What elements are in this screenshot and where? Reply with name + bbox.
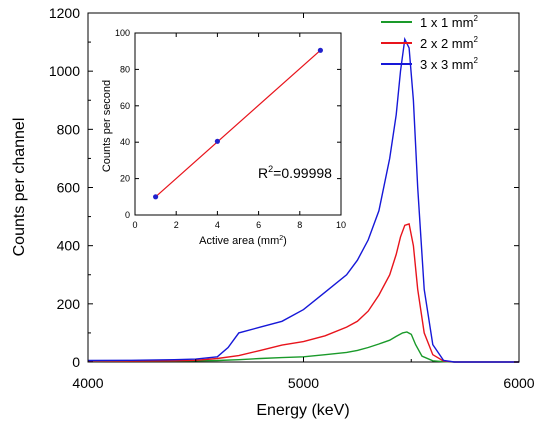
inset-y-tick-label: 20 xyxy=(120,174,130,184)
legend-label-1: 1 x 1 mm2 xyxy=(420,14,478,30)
main-y-tick-label: 800 xyxy=(57,121,81,137)
inset-x-axis-label-superscript: 2 xyxy=(279,235,283,242)
inset-x-tick-label: 8 xyxy=(297,220,302,230)
main-y-tick-label: 200 xyxy=(57,296,81,312)
inset-y-axis-label: Counts per second xyxy=(101,80,113,172)
inset-y-tick-label: 80 xyxy=(120,64,130,74)
inset-y-tick-label: 60 xyxy=(120,101,130,111)
series-line-3 xyxy=(87,36,519,363)
main-x-axis-label: Energy (keV) xyxy=(256,402,349,419)
main-y-tick-label: 1000 xyxy=(49,63,80,79)
main-x-tick-label: 6000 xyxy=(503,375,534,391)
legend-label-2: 2 x 2 mm2 xyxy=(420,35,478,51)
r-squared-annotation: R2=0.99998 xyxy=(258,164,332,181)
main-x-tick-label: 5000 xyxy=(288,375,319,391)
inset-data-point xyxy=(214,138,220,144)
inset-y-tick-label: 40 xyxy=(120,137,130,147)
inset-y-tick-label: 100 xyxy=(115,28,130,38)
inset-data-point xyxy=(153,194,159,200)
main-y-tick-label: 600 xyxy=(57,180,81,196)
inset-x-tick-label: 2 xyxy=(174,220,179,230)
inset-x-tick-label: 6 xyxy=(256,220,261,230)
series-line-2 xyxy=(88,222,519,363)
inset-data-point xyxy=(317,47,323,53)
main-y-axis-label: Counts per channel xyxy=(11,118,28,257)
main-y-tick-label: 0 xyxy=(72,354,80,370)
legend: 1 x 1 mm2 2 x 2 mm2 3 x 3 mm2 xyxy=(381,14,478,72)
inset-x-tick-label: 0 xyxy=(132,220,137,230)
inset-fit-line xyxy=(155,49,321,198)
inset-x-tick-label: 10 xyxy=(336,220,346,230)
inset-plot-frame xyxy=(134,32,342,216)
main-series-group xyxy=(87,36,519,363)
series-line-1 xyxy=(87,331,519,363)
inset-y-tick-label: 0 xyxy=(125,210,130,220)
inset-x-axis-label: Active area (mm2) xyxy=(199,235,287,247)
main-y-tick-label: 400 xyxy=(57,238,81,254)
main-y-tick-label: 1200 xyxy=(49,5,80,21)
inset-marks-group xyxy=(153,47,323,200)
main-x-tick-label: 4000 xyxy=(72,375,103,391)
inset-x-tick-label: 4 xyxy=(215,220,220,230)
legend-label-3: 3 x 3 mm2 xyxy=(420,56,478,72)
